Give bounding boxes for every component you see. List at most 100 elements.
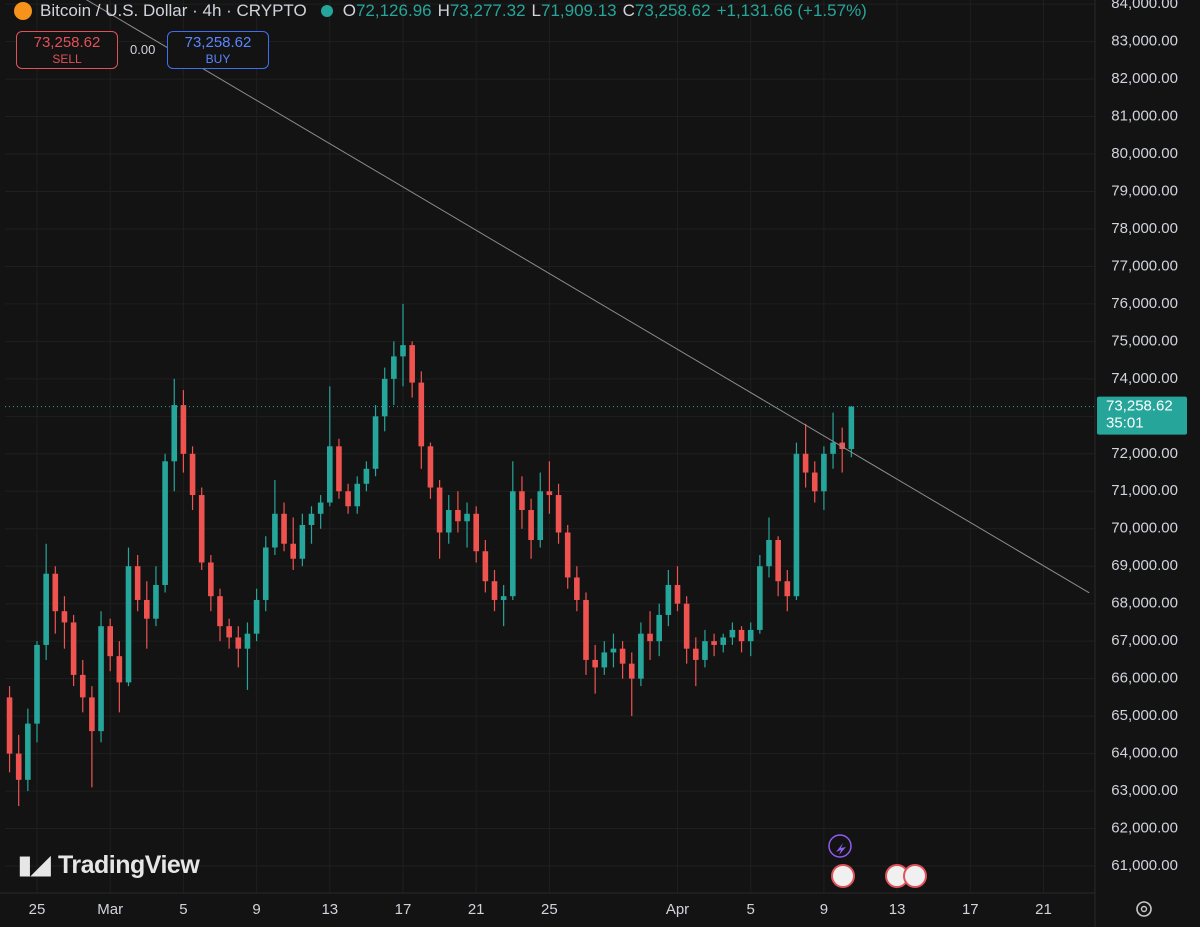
candle-body — [290, 543, 296, 559]
candle-body — [43, 573, 49, 645]
candle-body — [427, 446, 434, 488]
x-tick-label: 13 — [321, 901, 338, 918]
candle-body — [747, 629, 754, 642]
ohlc-value: 73,258.62 — [634, 1, 711, 20]
buy-button[interactable]: 73,258.62 BUY — [167, 31, 269, 69]
y-tick-label: 61,000.00 — [1111, 857, 1178, 874]
settings-icon-core — [1140, 905, 1148, 913]
candle-body — [546, 491, 553, 496]
y-tick-label: 70,000.00 — [1111, 520, 1178, 537]
x-tick-label: Mar — [97, 901, 123, 918]
candle-body — [327, 446, 333, 503]
candle-body — [134, 566, 141, 600]
y-tick-label: 74,000.00 — [1111, 370, 1178, 387]
symbol-name[interactable]: Bitcoin / U.S. Dollar · 4h · CRYPTO — [40, 1, 307, 20]
event-icon[interactable] — [828, 834, 852, 858]
candle-body — [811, 472, 818, 492]
settings-icon[interactable] — [1136, 901, 1152, 917]
ohlc-label: H — [437, 1, 450, 20]
candle-body — [345, 491, 351, 507]
candle-body — [802, 453, 809, 473]
x-tick-label: 5 — [747, 901, 755, 918]
candle-body — [656, 614, 662, 642]
buy-price: 73,258.62 — [184, 34, 252, 51]
candle-body — [436, 487, 443, 533]
candle-body — [391, 356, 397, 379]
candle-body — [189, 453, 196, 496]
last-price-label: 73,258.62 — [1106, 398, 1173, 415]
candle-body — [409, 345, 415, 383]
x-tick-label: 5 — [179, 901, 187, 918]
candle-body — [500, 596, 507, 600]
sell-button[interactable]: 73,258.62 SELL — [16, 31, 118, 69]
candle-body — [564, 532, 571, 578]
candle-body — [793, 453, 800, 597]
candle-body — [98, 626, 104, 732]
y-tick-label: 83,000.00 — [1111, 33, 1178, 50]
candle-body — [226, 626, 232, 638]
y-tick-label: 84,000.00 — [1111, 0, 1178, 12]
y-tick-label: 77,000.00 — [1111, 257, 1178, 274]
candle-body — [455, 510, 461, 522]
y-tick-label: 63,000.00 — [1111, 782, 1178, 799]
candle-body — [665, 584, 672, 615]
candle-body — [308, 513, 315, 526]
y-tick-label: 62,000.00 — [1111, 820, 1178, 837]
y-tick-label: 75,000.00 — [1111, 332, 1178, 349]
bar-countdown: 35:01 — [1106, 415, 1144, 432]
y-tick-label: 68,000.00 — [1111, 595, 1178, 612]
candle-body — [491, 581, 498, 600]
y-tick-label: 80,000.00 — [1111, 145, 1178, 162]
candle-body — [674, 584, 681, 604]
candle-body — [583, 599, 589, 660]
candle-body — [235, 637, 242, 649]
candle-body — [445, 510, 452, 533]
candle-body — [482, 551, 489, 582]
candle-body — [381, 378, 388, 417]
x-tick-label: 13 — [889, 901, 906, 918]
candle-body — [418, 382, 425, 447]
candle-body — [537, 491, 544, 540]
x-tick-label: 21 — [1035, 901, 1052, 918]
spread: 0.00 — [130, 42, 156, 57]
y-tick-label: 72,000.00 — [1111, 445, 1178, 462]
candle-body — [610, 648, 617, 653]
candle-body — [153, 584, 159, 619]
candle-body — [34, 644, 40, 724]
last-price-box — [1097, 396, 1187, 435]
candle-body — [702, 641, 708, 660]
candle-body — [125, 566, 132, 683]
candle-body — [144, 599, 150, 619]
candle-body — [400, 345, 406, 357]
candle-body — [336, 446, 342, 492]
economic-event-flag[interactable] — [831, 864, 855, 888]
x-tick-label: 21 — [468, 901, 485, 918]
ohlc-label: L — [531, 1, 541, 20]
candle-body — [766, 539, 772, 567]
candle-body — [574, 577, 580, 600]
candle-body — [52, 573, 59, 612]
candle-body — [519, 491, 525, 511]
ohlc-value: 71,909.13 — [541, 1, 617, 20]
candle-body — [15, 753, 22, 780]
candle-body — [555, 495, 562, 533]
x-tick-label: 17 — [962, 901, 979, 918]
candle-body — [711, 641, 717, 645]
candle-body — [729, 629, 736, 638]
candle-body — [619, 648, 626, 664]
candle-body — [848, 406, 855, 450]
y-tick-label: 66,000.00 — [1111, 670, 1178, 687]
candle-body — [217, 596, 223, 627]
candle-body — [473, 513, 479, 552]
x-tick-label: Apr — [666, 901, 689, 918]
candle-body — [839, 442, 845, 450]
candle-body — [180, 405, 187, 454]
candle-body — [61, 611, 68, 623]
candle-body — [281, 513, 287, 544]
candle-body — [198, 495, 205, 563]
economic-event-flag[interactable] — [903, 864, 927, 888]
sell-label: SELL — [52, 52, 82, 66]
y-tick-label: 78,000.00 — [1111, 220, 1178, 237]
logo-text: TradingView — [57, 851, 200, 879]
candle-body — [116, 656, 123, 683]
